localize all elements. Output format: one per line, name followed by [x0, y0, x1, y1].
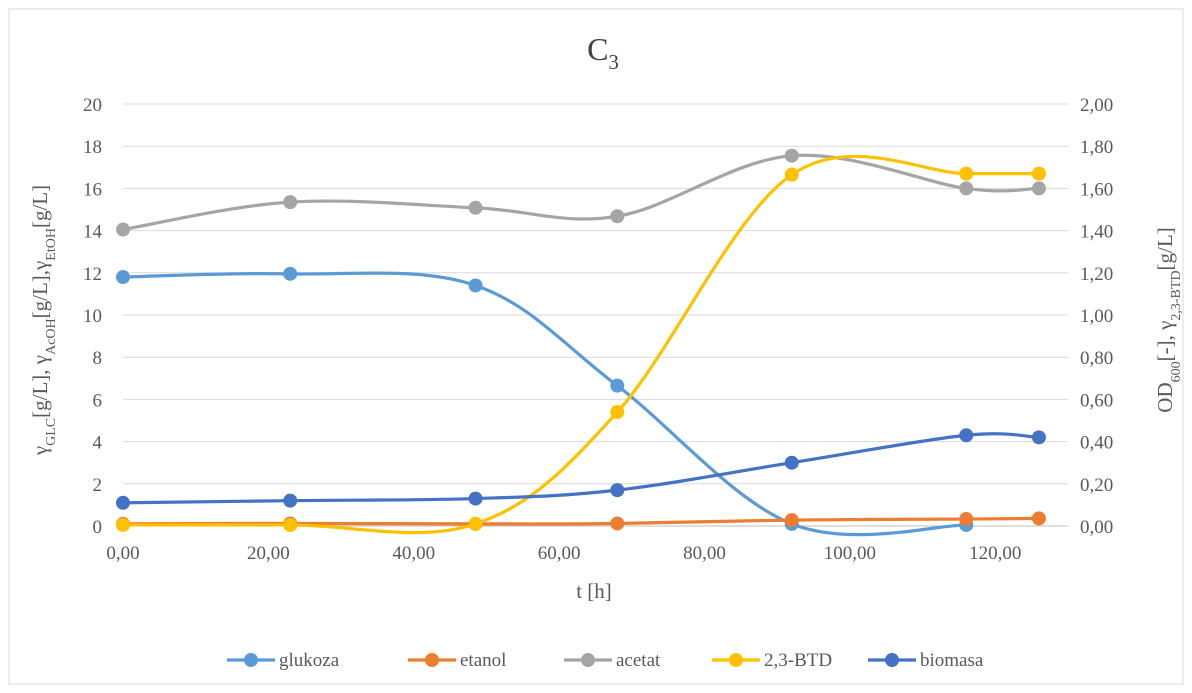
- data-point-2-3-BTD: [610, 405, 625, 420]
- data-point-glukoza: [283, 266, 298, 281]
- y-left-tick-label: 16: [83, 179, 102, 200]
- data-point-biomasa: [283, 493, 298, 508]
- data-point-2-3-BTD: [1031, 166, 1046, 181]
- x-tick-label: 120,00: [969, 543, 1021, 564]
- data-point-2-3-BTD: [468, 516, 483, 531]
- x-tick-label: 80,00: [683, 543, 726, 564]
- data-point-etanol: [610, 516, 625, 531]
- legend-label: glukoza: [279, 650, 340, 671]
- y-axis-right-label: OD600[-], γ2,3-BTD[g/L]: [1153, 227, 1184, 412]
- y-axis-left: 0 2 4 6 8 10 12 14 16 18 20: [83, 95, 103, 538]
- y-right-tick-label: 0,00: [1080, 517, 1113, 538]
- series-markers: [116, 148, 1046, 532]
- y-left-tick-label: 4: [93, 433, 103, 454]
- y-right-tick-label: 0,20: [1080, 475, 1113, 496]
- legend-marker: [885, 653, 899, 667]
- data-point-acetat: [610, 209, 625, 224]
- y-left-tick-label: 10: [83, 306, 102, 327]
- y-left-tick-label: 18: [83, 137, 102, 158]
- data-point-biomasa: [959, 428, 974, 443]
- legend-marker: [425, 653, 439, 667]
- y-left-tick-label: 0: [93, 517, 103, 538]
- y-left-tick-label: 14: [83, 222, 103, 243]
- data-point-glukoza: [116, 270, 130, 285]
- y-left-tick-label: 8: [93, 348, 103, 369]
- y-right-tick-label: 1,60: [1080, 179, 1113, 200]
- y-left-tick-label: 20: [83, 95, 102, 116]
- y-right-tick-label: 2,00: [1080, 95, 1113, 116]
- data-point-2-3-BTD: [283, 517, 298, 532]
- y-left-tick-label: 12: [83, 264, 102, 285]
- legend-label: 2,3-BTD: [764, 650, 832, 671]
- x-tick-label: 40,00: [392, 543, 435, 564]
- legend-marker: [581, 653, 595, 667]
- y-left-tick-label: 2: [93, 475, 103, 496]
- legend-marker: [729, 653, 743, 667]
- y-right-tick-label: 1,20: [1080, 264, 1113, 285]
- chart-border: [8, 8, 1184, 685]
- x-tick-label: 0,00: [106, 543, 139, 564]
- data-point-biomasa: [468, 491, 483, 506]
- legend-label: acetat: [616, 650, 661, 671]
- y-right-tick-label: 0,80: [1080, 348, 1113, 369]
- data-point-glukoza: [468, 278, 483, 293]
- data-point-etanol: [959, 512, 974, 527]
- y-right-tick-label: 1,00: [1080, 306, 1113, 327]
- data-point-2-3-BTD: [116, 517, 130, 532]
- y-right-tick-label: 1,80: [1080, 137, 1113, 158]
- x-tick-label: 20,00: [247, 543, 290, 564]
- data-point-acetat: [959, 181, 974, 196]
- data-point-2-3-BTD: [959, 166, 974, 181]
- y-right-tick-label: 0,60: [1080, 390, 1113, 411]
- x-axis-label: t [h]: [576, 579, 612, 603]
- data-point-acetat: [784, 148, 799, 163]
- data-point-acetat: [283, 195, 298, 210]
- series-line-glukoza: [121, 271, 968, 537]
- legend-label: etanol: [460, 650, 506, 671]
- legend-label: biomasa: [920, 650, 984, 671]
- legend-marker: [244, 653, 258, 667]
- data-point-etanol: [1031, 511, 1046, 526]
- x-tick-label: 60,00: [538, 543, 581, 564]
- data-point-acetat: [116, 222, 130, 237]
- data-point-2-3-BTD: [784, 167, 799, 182]
- chart-title: C3: [587, 31, 619, 74]
- y-right-tick-label: 1,40: [1080, 222, 1113, 243]
- data-point-biomasa: [1031, 430, 1046, 445]
- y-axis-left-label: γGLC[g/L], γAcOH[g/L],γEtOH[g/L]: [28, 185, 59, 456]
- data-point-acetat: [1031, 181, 1046, 196]
- data-point-acetat: [468, 200, 483, 215]
- legend: glukoza etanol acetat 2,3-BTD biomasa: [227, 650, 984, 671]
- data-point-biomasa: [784, 455, 799, 470]
- data-point-etanol: [784, 513, 799, 528]
- y-left-tick-label: 6: [93, 390, 103, 411]
- y-right-tick-label: 0,40: [1080, 433, 1113, 454]
- x-tick-label: 100,00: [824, 543, 876, 564]
- data-point-biomasa: [116, 495, 130, 510]
- y-axis-right: 0,00 0,20 0,40 0,60 0,80 1,00 1,20 1,40 1,60 1,80…: [1080, 95, 1113, 538]
- x-axis: 0,00 20,00 40,00 60,00 80,00 100,00 120,00: [106, 543, 1021, 564]
- data-point-glukoza: [610, 378, 625, 393]
- data-point-biomasa: [610, 483, 625, 498]
